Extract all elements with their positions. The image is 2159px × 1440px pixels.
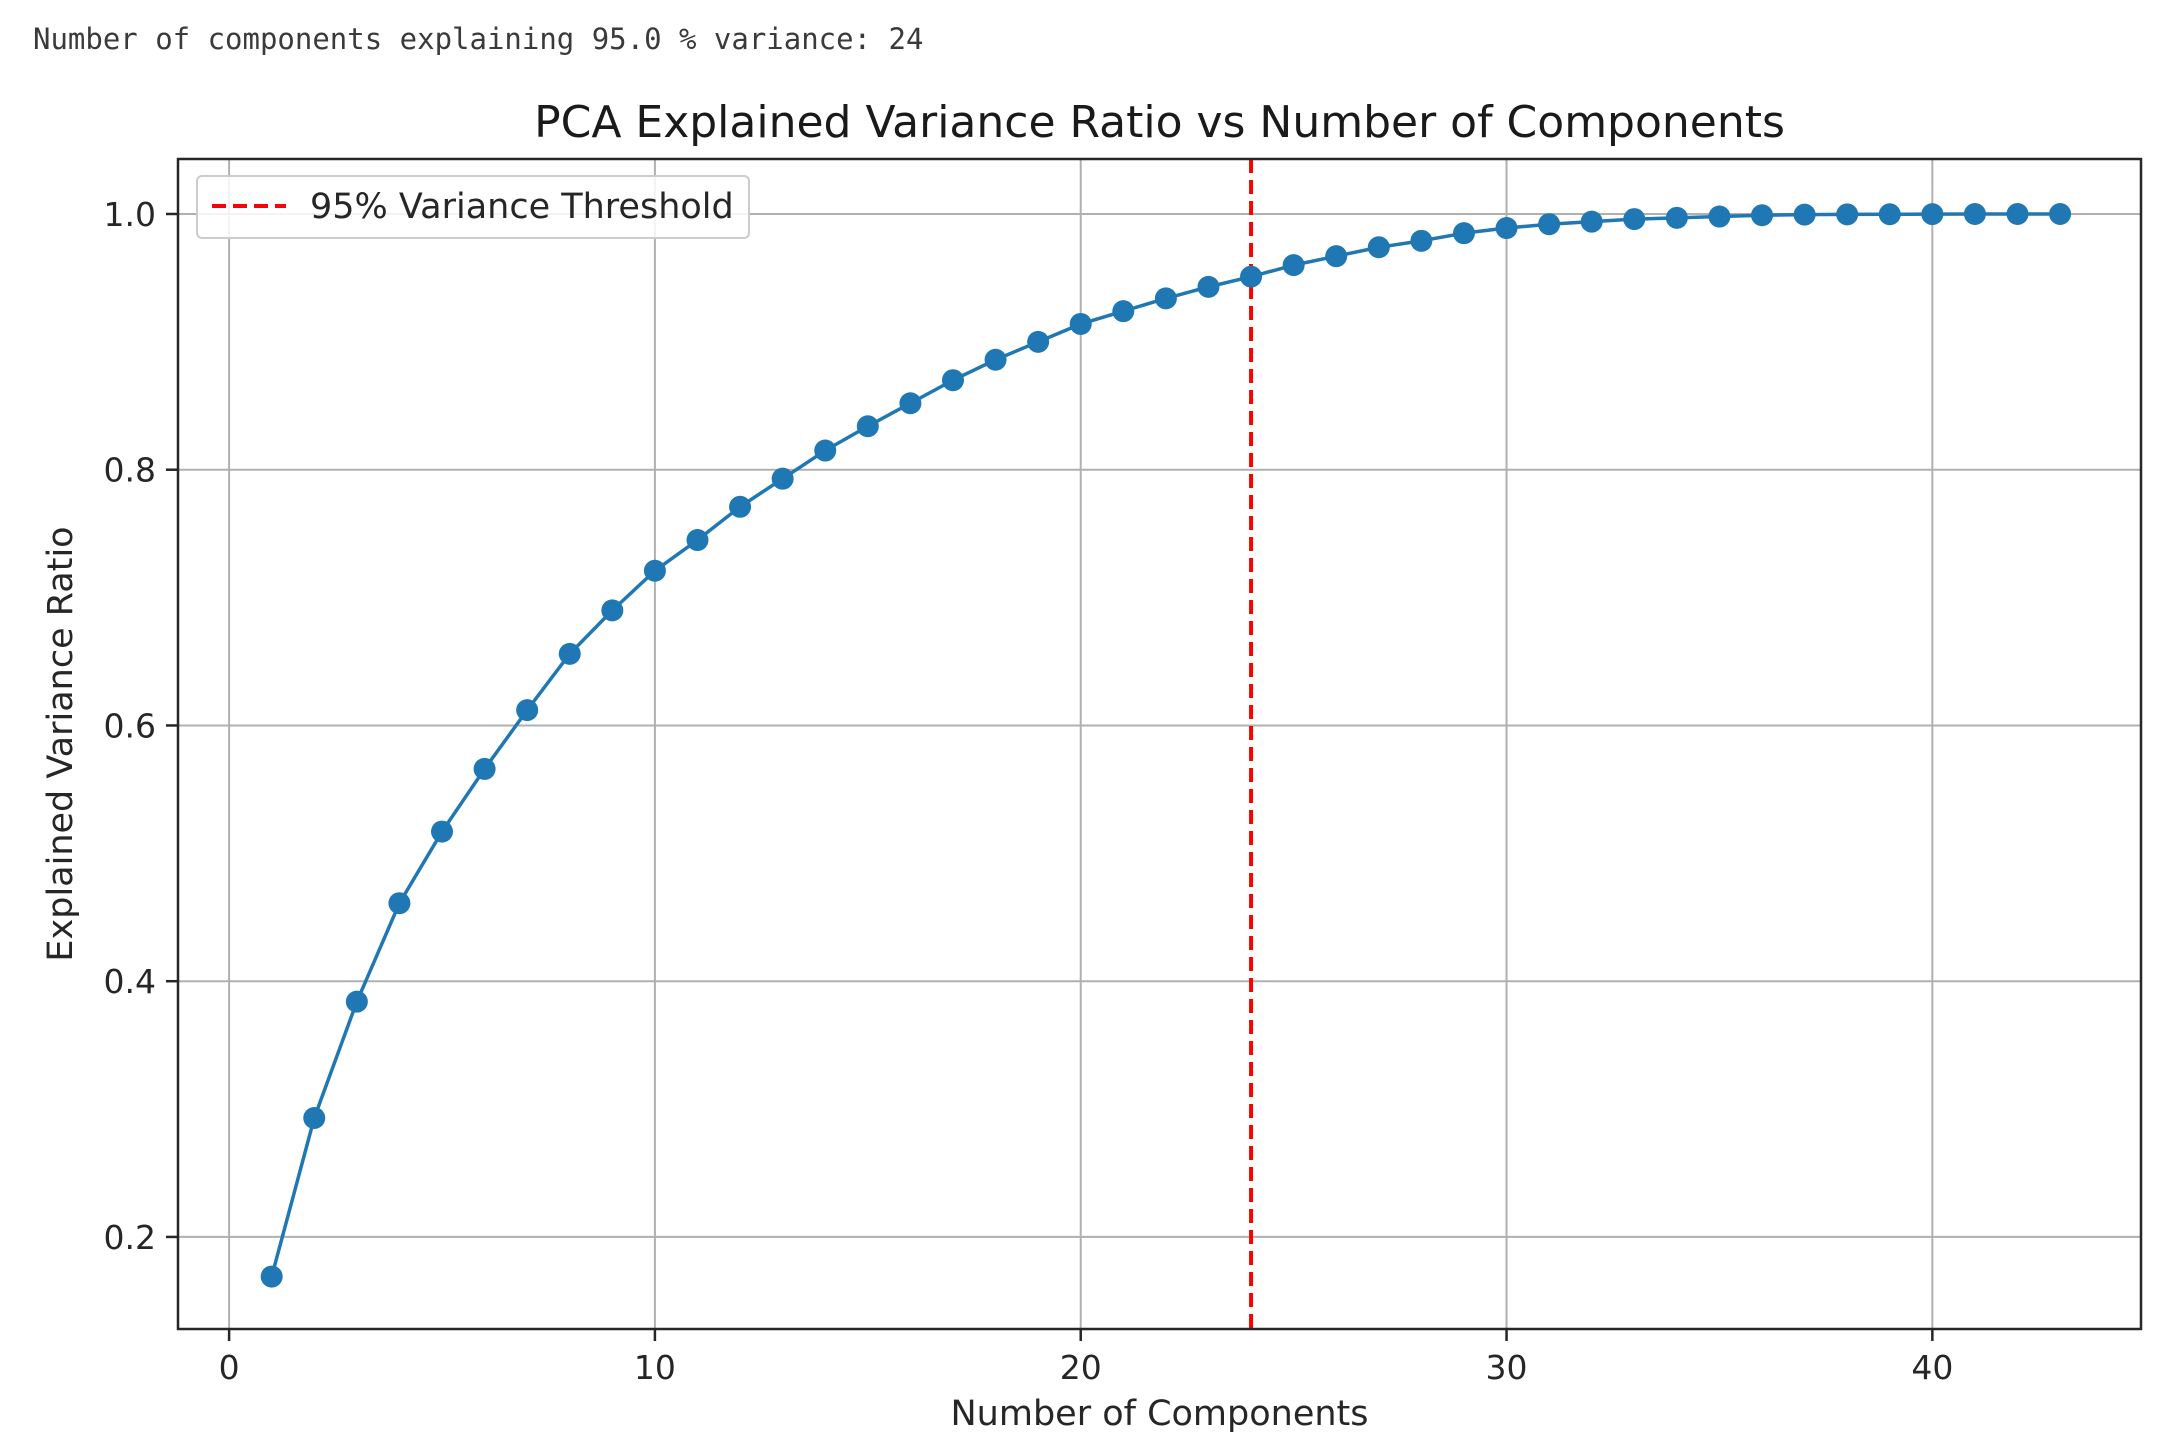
data-point	[729, 495, 752, 518]
data-point	[1878, 203, 1901, 226]
data-point	[771, 467, 794, 490]
legend-box	[196, 175, 750, 239]
data-point	[1580, 210, 1603, 233]
y-tick-label: 0.4	[104, 962, 156, 1001]
data-point	[345, 990, 368, 1013]
series-line	[269, 212, 2061, 1278]
data-point	[1197, 275, 1220, 298]
data-point	[1921, 203, 1944, 226]
chart-title: PCA Explained Variance Ratio vs Number o…	[534, 97, 1785, 148]
data-point	[1963, 202, 1986, 225]
x-tick-label: 0	[219, 1348, 240, 1387]
y-tick-label: 0.6	[104, 706, 156, 745]
data-point	[856, 415, 879, 438]
y-axis-label: Explained Variance Ratio	[41, 526, 81, 961]
data-point	[1452, 222, 1475, 245]
data-point	[1495, 217, 1518, 240]
data-point	[1793, 203, 1816, 226]
data-point	[558, 642, 581, 665]
data-point	[1027, 330, 1050, 353]
x-tick-label: 20	[1060, 1348, 1102, 1387]
data-point	[1240, 265, 1263, 288]
legend: 95% Variance Threshold	[196, 175, 750, 239]
series-layer	[260, 202, 2072, 1288]
data-point	[2006, 202, 2029, 225]
plot-frame	[176, 157, 2143, 1331]
data-point	[1751, 204, 1774, 227]
x-tick-label: 30	[1486, 1348, 1528, 1387]
data-point	[984, 348, 1007, 371]
ticks-layer: 0 10 20 30 40 0.2 0.4 0.6 0.8 1.0	[104, 195, 1954, 1387]
data-point	[1325, 245, 1348, 268]
data-point	[686, 529, 709, 552]
data-point	[1665, 206, 1688, 229]
x-tick-label: 40	[1911, 1348, 1953, 1387]
data-point	[431, 820, 454, 843]
y-tick-label: 0.2	[104, 1218, 156, 1257]
data-point	[1708, 205, 1731, 228]
data-point	[473, 757, 496, 780]
data-point	[1367, 236, 1390, 259]
data-point	[260, 1265, 283, 1288]
data-point	[303, 1107, 326, 1130]
data-point	[1112, 300, 1135, 323]
legend-threshold-label: 95% Variance Threshold	[310, 187, 734, 227]
console-output-text: Number of components explaining 95.0 % v…	[33, 22, 924, 56]
data-point	[643, 559, 666, 582]
y-tick-label: 1.0	[104, 195, 156, 234]
data-point	[1538, 213, 1561, 236]
data-point	[1836, 203, 1859, 226]
data-point	[2049, 202, 2072, 225]
data-point	[1154, 287, 1177, 310]
data-point	[388, 892, 411, 915]
x-tick-label: 10	[634, 1348, 676, 1387]
y-tick-label: 0.8	[104, 451, 156, 490]
data-point	[1623, 208, 1646, 231]
data-point	[1282, 254, 1305, 277]
data-point	[1069, 312, 1092, 335]
data-point	[899, 392, 922, 415]
data-point	[1410, 229, 1433, 252]
data-point	[814, 439, 837, 462]
data-point	[941, 369, 964, 392]
data-point	[601, 599, 624, 622]
x-axis-label: Number of Components	[950, 1394, 1368, 1434]
data-point	[516, 699, 539, 722]
grid-layer	[178, 159, 2141, 1329]
